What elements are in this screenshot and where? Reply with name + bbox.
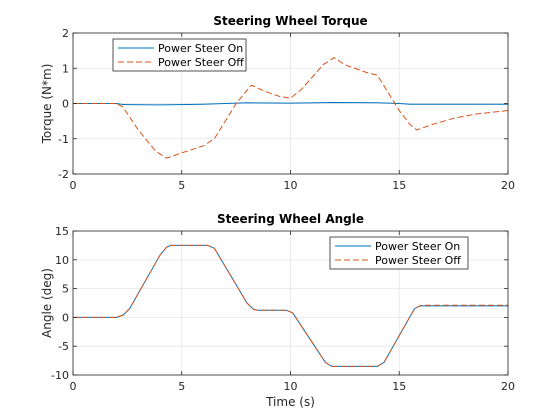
- x-tick-label: 15: [392, 179, 406, 192]
- legend-entry-0: Power Steer On: [158, 42, 243, 55]
- series-line-1: [73, 244, 508, 367]
- y-tick-label: 5: [62, 283, 69, 296]
- legend-box: [112, 38, 247, 72]
- x-tick-label: 5: [178, 380, 185, 393]
- x-tick-label: 10: [284, 179, 298, 192]
- legend-entry-1: Power Steer Off: [375, 254, 461, 267]
- y-tick-label: -1: [58, 133, 69, 146]
- angle-chart: 0 5 10 15 20 -10 -5 0 5 10 15 Steering Wheel Angle A…: [40, 212, 515, 409]
- x-tick-label: 20: [501, 380, 515, 393]
- x-axis-label: Time (s): [265, 395, 315, 409]
- y-tick-label: 0: [62, 311, 69, 324]
- legend-box: [329, 236, 469, 270]
- y-tick-label: 2: [62, 27, 69, 40]
- x-tick-label: 5: [178, 179, 185, 192]
- chart-title: Steering Wheel Angle: [217, 212, 364, 226]
- torque-chart: 0 5 10 15 20 -2 -1 0 1 2 Steering Wheel Torque Torq…: [40, 14, 515, 192]
- y-tick-label: 15: [55, 225, 69, 238]
- x-tick-label: 0: [70, 380, 77, 393]
- y-tick-label: 10: [55, 254, 69, 267]
- y-tick-label: 1: [62, 62, 69, 75]
- x-tick-label: 20: [501, 179, 515, 192]
- x-tick-label: 10: [284, 380, 298, 393]
- y-tick-label: 0: [62, 98, 69, 111]
- y-tick-label: -10: [51, 369, 69, 382]
- legend-entry-0: Power Steer On: [375, 240, 460, 253]
- x-tick-label: 0: [70, 179, 77, 192]
- chart-title: Steering Wheel Torque: [213, 14, 367, 28]
- series-line-1: [73, 57, 509, 159]
- y-tick-label: -5: [58, 340, 69, 353]
- legend-entry-1: Power Steer Off: [158, 56, 244, 69]
- y-tick-label: -2: [58, 168, 69, 181]
- y-axis-label: Angle (deg): [40, 268, 54, 338]
- y-axis-label: Torque (N*m): [40, 64, 54, 145]
- series-line-0: [73, 101, 508, 106]
- x-tick-label: 15: [392, 380, 406, 393]
